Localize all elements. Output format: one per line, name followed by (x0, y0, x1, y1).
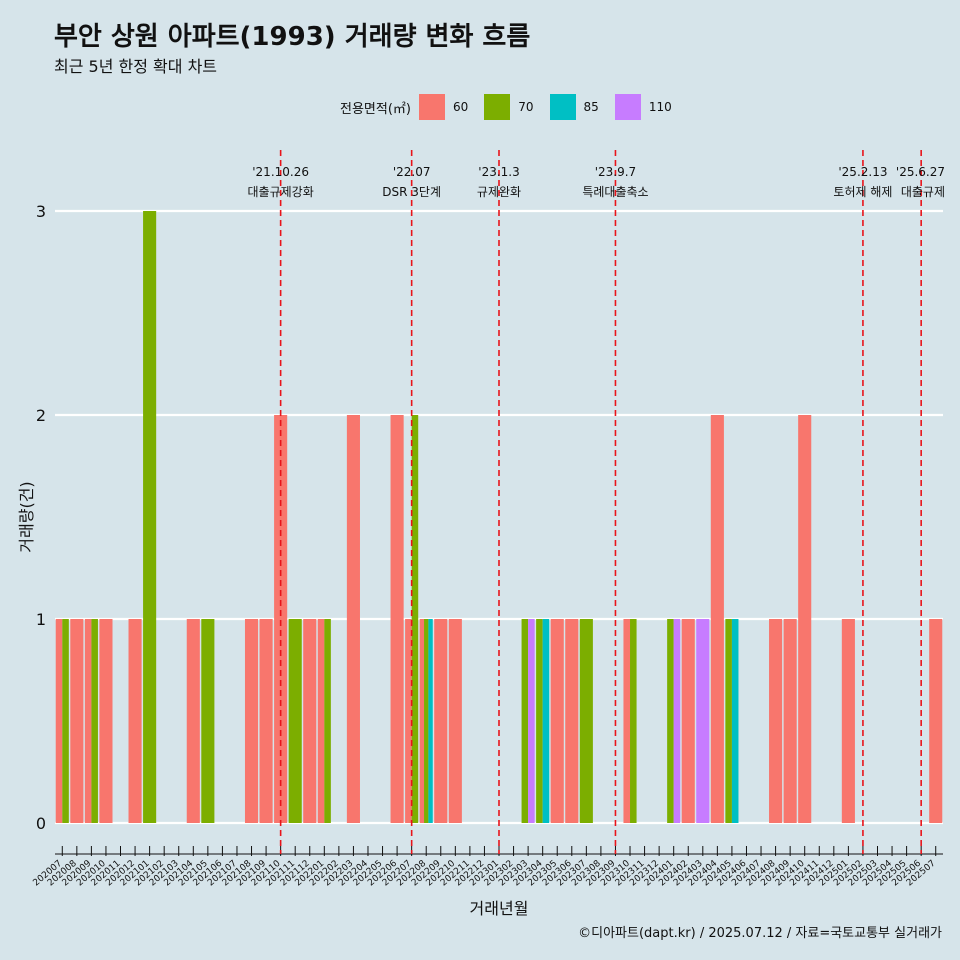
event-date-2313: '23.1.3 (478, 165, 519, 179)
event-label-2207: DSR 3단계 (382, 185, 441, 199)
legend-swatch-60 (418, 94, 445, 120)
chart-subtitle: 최근 5년 한정 확대 차트 (54, 57, 218, 76)
source-caption: ©디아파트(dapt.kr) / 2025.07.12 / 자료=국토교통부 실… (578, 926, 942, 941)
bar-202303-70 (521, 619, 529, 823)
x-axis-title: 거래년월 (470, 899, 529, 918)
bar-202101-70 (143, 211, 157, 823)
bar-202409-60 (783, 619, 797, 823)
legend-item-60: 60 (418, 94, 478, 120)
legend: 전용면적(㎡) 60 70 85 110 (340, 94, 688, 120)
legend-label-70: 70 (518, 100, 534, 114)
y-axis-title: 거래량(건) (17, 481, 36, 552)
bar-202112-60 (303, 619, 317, 823)
bar-202105-70 (201, 619, 215, 823)
event-date-2397: '23.9.7 (595, 165, 636, 179)
bar-202207-60 (405, 619, 412, 823)
legend-item-85: 85 (549, 94, 609, 120)
bar-202104-60 (186, 619, 200, 823)
bar-202208-60 (419, 619, 425, 823)
bar-202009-70 (91, 619, 98, 823)
bar-202305-60 (550, 619, 564, 823)
bar-202304-70 (536, 619, 543, 823)
bar-202111-70 (288, 619, 302, 823)
bar-202201-60 (317, 619, 325, 823)
bar-202008-60 (70, 619, 84, 823)
bar-202307-70 (579, 619, 593, 823)
bar-202209-60 (434, 619, 448, 823)
bar-202108-60 (244, 619, 259, 823)
event-label-25213: 토허제 해제 (833, 185, 892, 199)
bar-202401-70 (667, 619, 674, 823)
bar-202208-85 (428, 619, 433, 823)
bar-202109-60 (259, 619, 273, 823)
bar-202501-60 (841, 619, 855, 823)
bar-202507-60 (929, 619, 943, 823)
bar-202410-60 (798, 415, 812, 823)
bar-202401-110 (673, 619, 681, 823)
bar-202208-70 (424, 619, 429, 823)
bar-202012-60 (128, 619, 142, 823)
bar-202207-70 (411, 415, 419, 823)
legend-item-70: 70 (484, 94, 543, 120)
bar-202404-60 (710, 415, 724, 823)
y-tick-label-3: 3 (36, 202, 46, 221)
bar-202405-70 (725, 619, 732, 823)
bar-202304-85 (542, 619, 550, 823)
legend-title: 전용면적(㎡) (340, 101, 411, 117)
bar-202402-60 (681, 619, 695, 823)
bar-202405-85 (731, 619, 739, 823)
bar-202403-110 (696, 619, 710, 823)
event-label-2313: 규제완화 (477, 185, 521, 199)
bar-202010-60 (99, 619, 113, 823)
bar-202210-60 (448, 619, 462, 823)
bar-202201-70 (324, 619, 331, 823)
bar-202310-60 (623, 619, 631, 823)
bar-202203-60 (346, 415, 360, 823)
event-date-25627: '25.6.27 (896, 165, 945, 179)
bar-202303-110 (528, 619, 535, 823)
bar-202110-60 (274, 415, 288, 823)
legend-label-85: 85 (583, 100, 599, 114)
legend-item-110: 110 (614, 94, 682, 120)
bar-202310-70 (630, 619, 637, 823)
bar-202306-60 (565, 619, 579, 823)
legend-swatch-110 (614, 94, 641, 120)
event-label-211026: 대출규제강화 (248, 185, 314, 199)
event-date-211026: '21.10.26 (252, 165, 309, 179)
y-tick-label-1: 1 (36, 610, 46, 629)
bar-202009-60 (84, 619, 92, 823)
legend-swatch-70 (484, 94, 511, 120)
legend-label-60: 60 (452, 100, 469, 114)
y-tick-label-0: 0 (36, 814, 46, 833)
chart-title: 부안 상원 아파트(1993) 거래량 변화 흐름 (54, 22, 531, 52)
event-label-25627: 대출규제 (901, 185, 945, 199)
bar-202007-70 (62, 619, 69, 823)
bar-202206-60 (390, 415, 404, 823)
y-tick-label-2: 2 (36, 406, 46, 425)
event-date-2207: '22.07 (393, 165, 431, 179)
legend-swatch-85 (549, 94, 576, 120)
legend-label-110: 110 (648, 100, 672, 114)
event-date-25213: '25.2.13 (838, 165, 887, 179)
bar-202007-60 (55, 619, 63, 823)
event-label-2397: 특례대출축소 (582, 185, 648, 199)
bar-202408-60 (769, 619, 783, 823)
